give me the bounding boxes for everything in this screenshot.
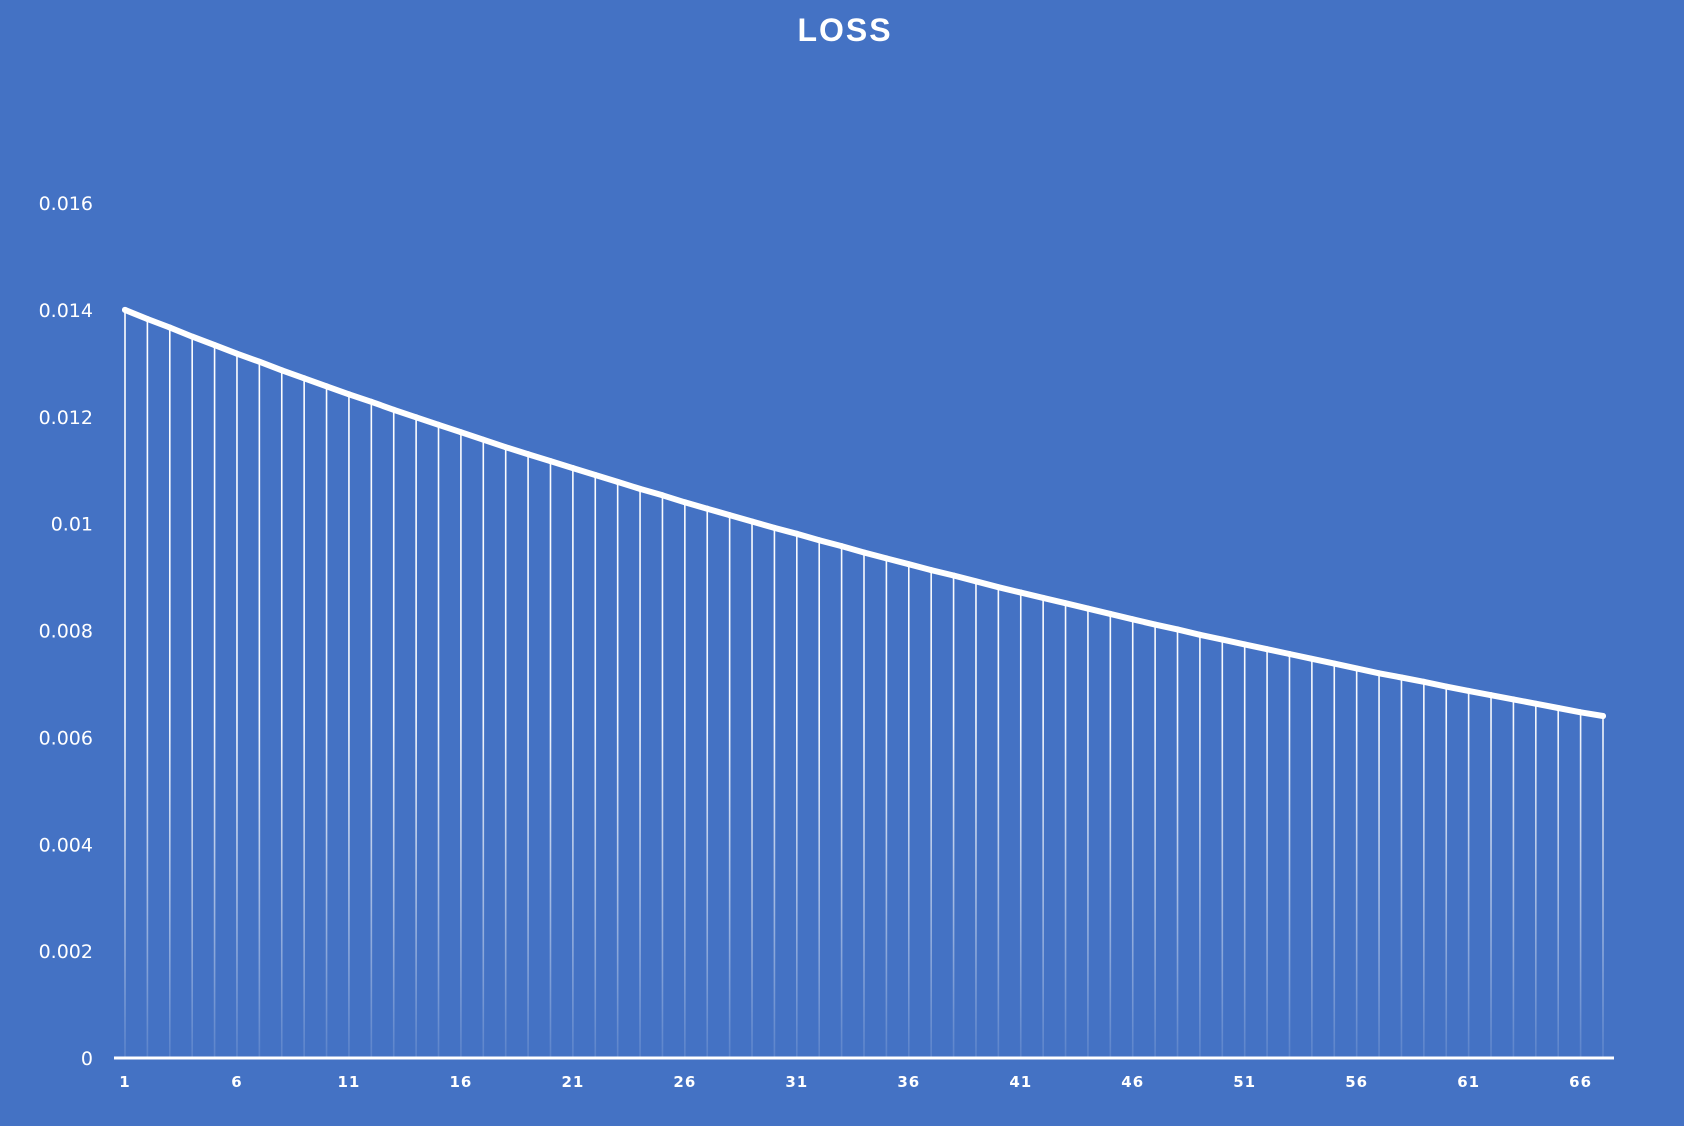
x-tick-label: 21 <box>561 1073 584 1091</box>
data-point <box>1107 610 1114 617</box>
data-point <box>233 350 240 357</box>
data-point <box>592 471 599 478</box>
data-point <box>1376 670 1383 677</box>
data-point <box>301 375 308 382</box>
y-tick-label: 0.008 <box>39 621 93 643</box>
data-point <box>883 555 890 562</box>
data-point <box>1241 641 1248 648</box>
y-tick-label: 0.002 <box>39 941 93 963</box>
x-tick-label: 6 <box>231 1073 242 1091</box>
chart-title: LOSS <box>797 12 892 48</box>
data-point <box>950 572 957 579</box>
x-tick-label: 66 <box>1569 1073 1592 1091</box>
x-tick-label: 26 <box>673 1073 696 1091</box>
data-point <box>435 421 442 428</box>
data-point <box>972 578 979 585</box>
data-point <box>1510 696 1517 703</box>
y-tick-label: 0.006 <box>39 727 93 749</box>
data-point <box>1443 683 1450 690</box>
data-point <box>189 333 196 340</box>
x-tick-label: 31 <box>785 1073 808 1091</box>
data-point <box>390 406 397 413</box>
data-point <box>480 436 487 443</box>
y-axis: 0 0.002 0.004 0.006 0.008 0.01 0.012 0.014 0.016 <box>39 193 93 1070</box>
data-point <box>793 530 800 537</box>
y-tick-label: 0.016 <box>39 193 93 215</box>
y-tick-label: 0.01 <box>51 514 93 536</box>
y-tick-label: 0.014 <box>39 300 93 322</box>
data-point <box>1555 704 1562 711</box>
data-point <box>681 499 688 506</box>
data-point <box>345 391 352 398</box>
data-point <box>1577 709 1584 716</box>
y-tick-label: 0.012 <box>39 407 93 429</box>
x-tick-label: 51 <box>1233 1073 1256 1091</box>
data-point <box>525 451 532 458</box>
x-tick-label: 36 <box>897 1073 920 1091</box>
data-point <box>502 444 509 451</box>
data-point <box>771 524 778 531</box>
data-point <box>278 367 285 374</box>
x-tick-label: 41 <box>1009 1073 1032 1091</box>
data-point <box>569 465 576 472</box>
data-point <box>323 383 330 390</box>
data-point <box>144 315 151 322</box>
data-point <box>1084 605 1091 612</box>
data-point <box>1353 665 1360 672</box>
data-point <box>256 358 263 365</box>
series-layer <box>122 306 1606 719</box>
x-axis: 1 6 11 16 21 26 31 36 41 46 51 56 61 66 <box>114 1056 1614 1091</box>
data-point <box>1398 674 1405 681</box>
x-tick-label: 11 <box>338 1073 361 1091</box>
data-point <box>1532 700 1539 707</box>
data-point <box>995 584 1002 591</box>
data-point <box>614 478 621 485</box>
data-point <box>816 537 823 544</box>
data-point <box>905 561 912 568</box>
data-point <box>1017 589 1024 596</box>
data-point <box>368 398 375 405</box>
data-point <box>704 505 711 512</box>
x-tick-label: 61 <box>1457 1073 1480 1091</box>
data-point <box>166 324 173 331</box>
data-point <box>1062 600 1069 607</box>
data-point <box>413 414 420 421</box>
data-point <box>659 492 666 499</box>
data-point <box>1331 660 1338 667</box>
data-point <box>1040 594 1047 601</box>
data-point <box>1465 687 1472 694</box>
data-point <box>1600 713 1606 719</box>
data-point <box>1219 636 1226 643</box>
data-point <box>457 429 464 436</box>
x-tick-label: 1 <box>119 1073 130 1091</box>
data-point <box>1129 616 1136 623</box>
drop-lines <box>124 309 1604 1058</box>
x-tick-label: 46 <box>1121 1073 1144 1091</box>
data-point <box>861 549 867 556</box>
data-point <box>547 458 554 465</box>
data-point <box>1420 678 1427 685</box>
x-tick-label: 56 <box>1345 1073 1368 1091</box>
data-point <box>1152 621 1159 628</box>
data-point <box>928 567 935 574</box>
y-tick-label: 0.004 <box>39 834 93 856</box>
data-point <box>1196 631 1203 638</box>
y-tick-label: 0 <box>81 1048 93 1070</box>
data-point <box>1488 692 1495 699</box>
data-point <box>1308 655 1315 662</box>
data-point <box>838 543 845 550</box>
data-point <box>122 306 128 313</box>
data-point <box>1264 646 1271 653</box>
data-point <box>637 485 644 492</box>
data-point <box>749 518 756 525</box>
data-point <box>211 342 218 349</box>
data-point <box>726 512 733 519</box>
data-point <box>1174 626 1181 633</box>
x-tick-label: 16 <box>449 1073 472 1091</box>
data-point <box>1286 651 1293 658</box>
